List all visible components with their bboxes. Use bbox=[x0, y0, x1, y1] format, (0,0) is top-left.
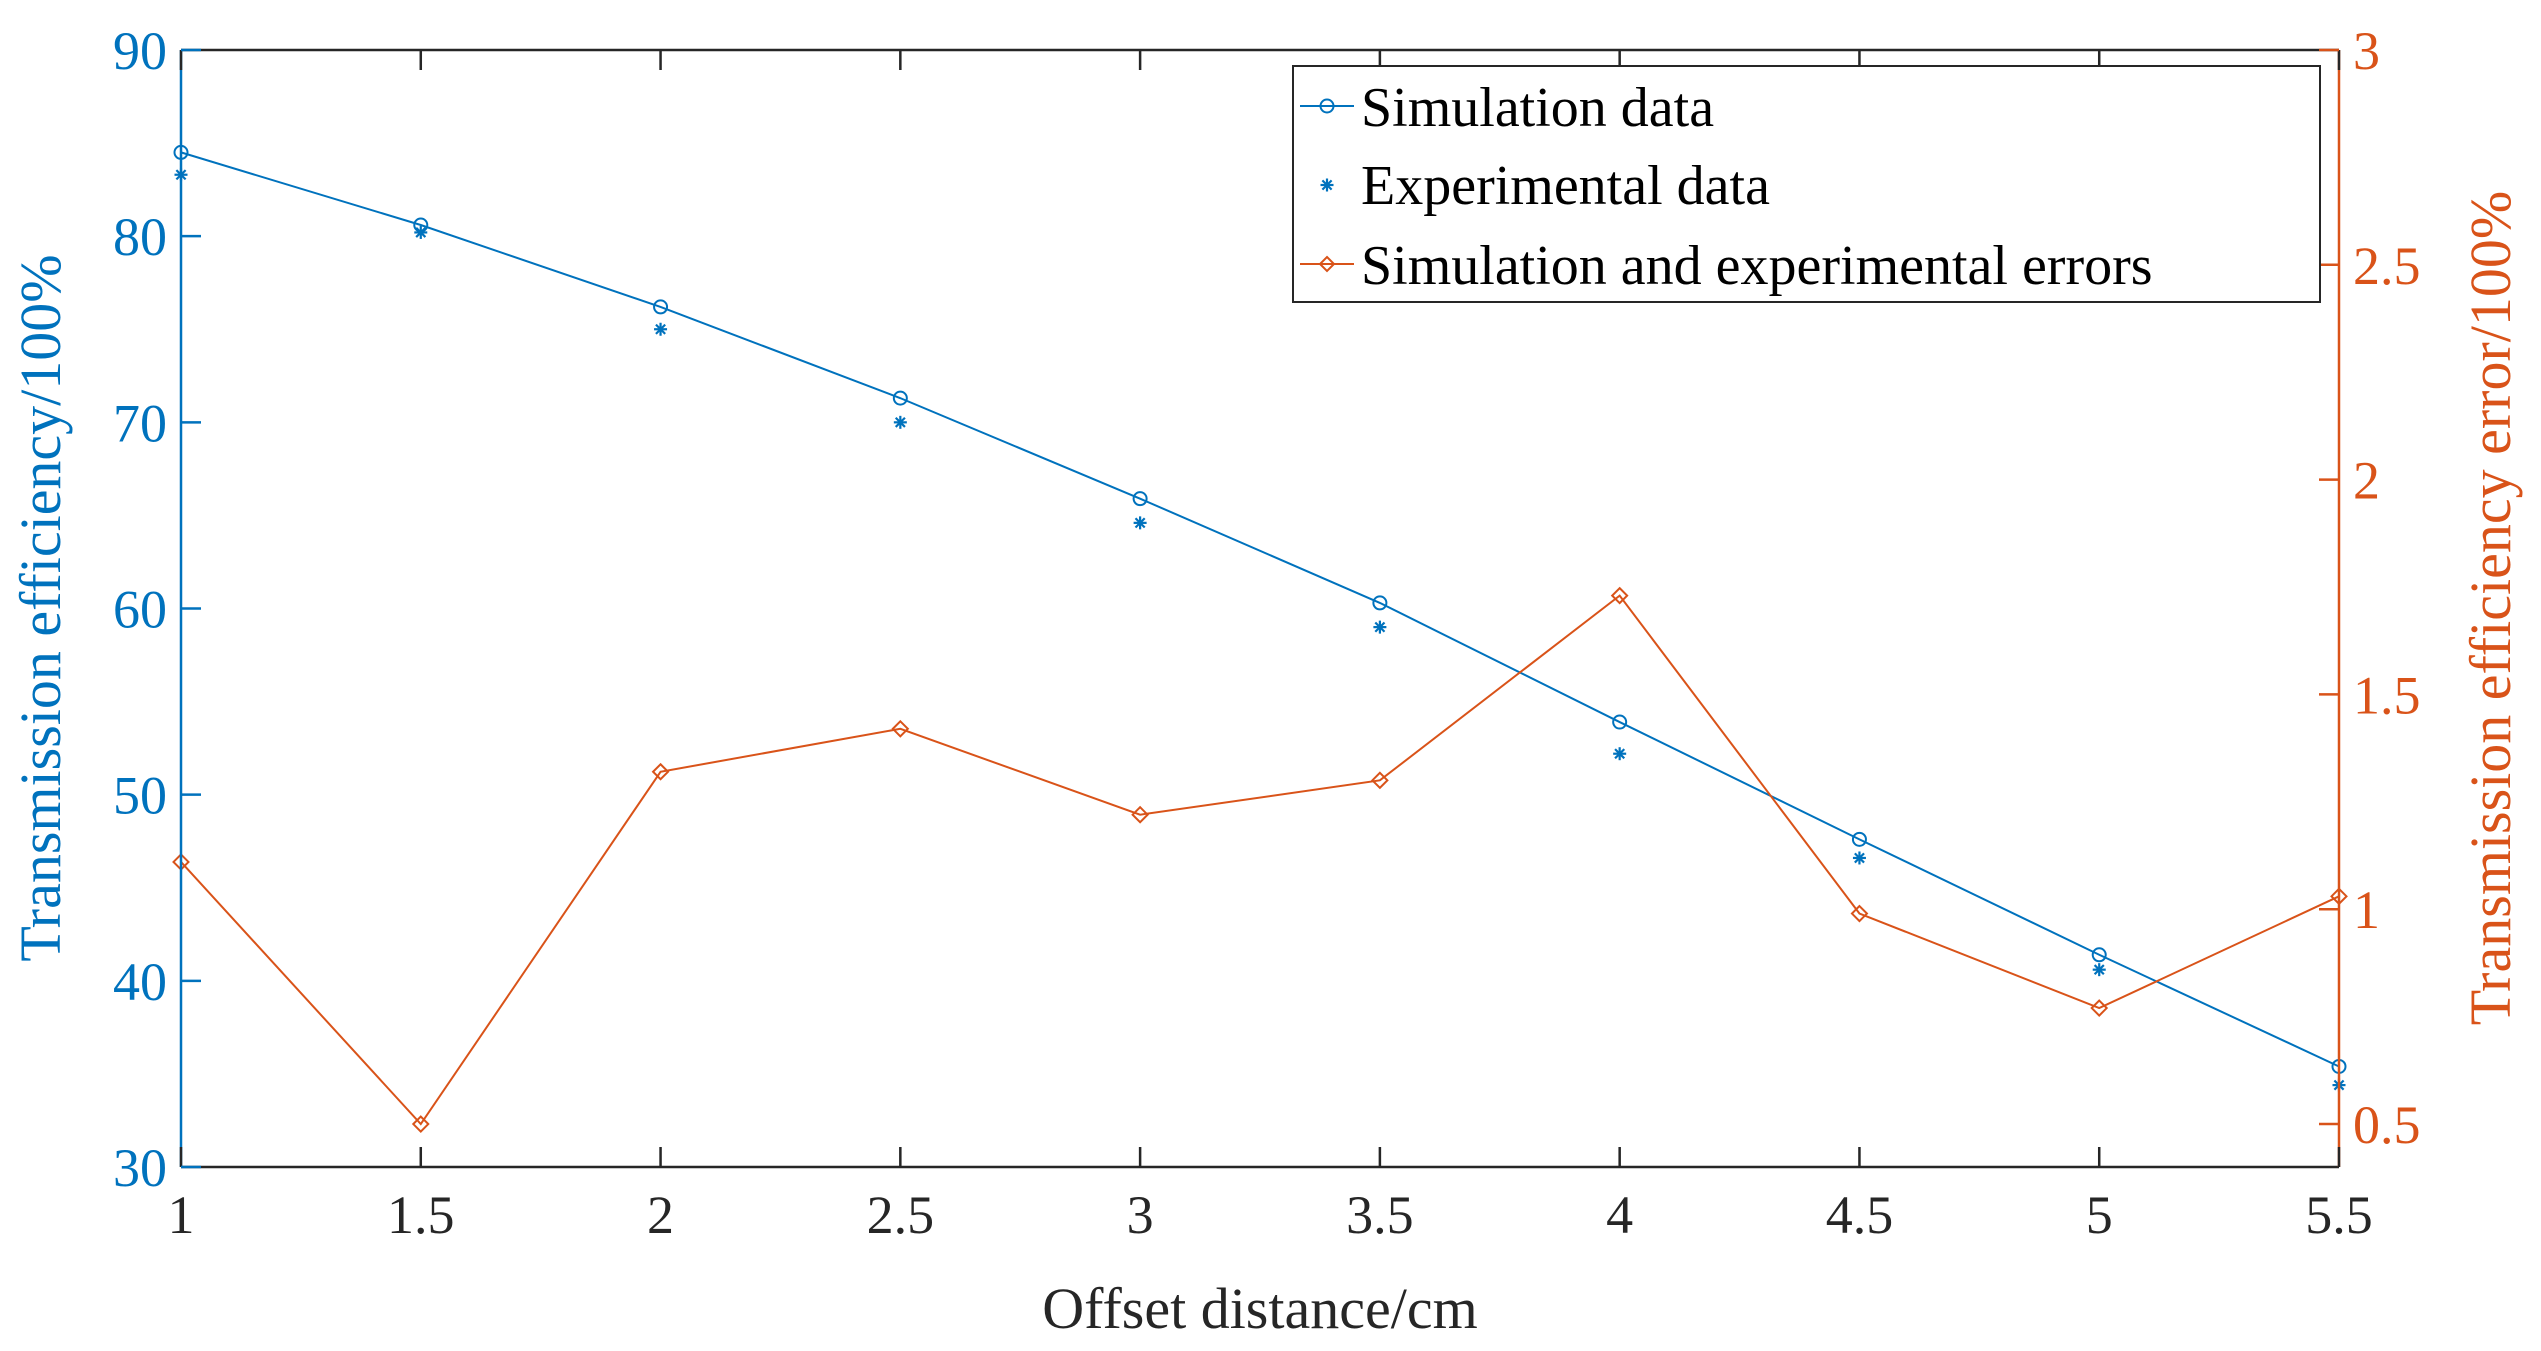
y-left-tick-label: 70 bbox=[113, 393, 167, 453]
data-point-error bbox=[1610, 586, 1629, 605]
legend-marker-star-icon bbox=[1320, 178, 1334, 192]
left-y-axis-label: Transmission efficiency/100% bbox=[8, 254, 73, 961]
data-point-experimental bbox=[1613, 747, 1627, 761]
data-point-experimental bbox=[893, 415, 907, 429]
series-markers bbox=[172, 144, 2348, 1133]
y-left-tick-label: 90 bbox=[113, 21, 167, 81]
data-point-simulation bbox=[1612, 714, 1628, 730]
x-tick-label: 2.5 bbox=[867, 1185, 935, 1245]
right-y-axis-label: Transmission efficiency error/100% bbox=[2458, 191, 2523, 1025]
x-ticks: 1 1.5 2 2.5 3 3.5 4 4.5 5 5.5 bbox=[168, 50, 2373, 1245]
x-tick-label: 3 bbox=[1127, 1185, 1154, 1245]
data-point-experimental bbox=[654, 322, 668, 336]
data-point-experimental bbox=[2092, 963, 2106, 977]
data-point-experimental bbox=[1852, 851, 1866, 865]
y-left-tick-label: 50 bbox=[113, 766, 167, 826]
y-right-tick-label: 1 bbox=[2353, 880, 2380, 940]
x-tick-label: 2 bbox=[647, 1185, 674, 1245]
y-right-tick-label: 0.5 bbox=[2353, 1095, 2421, 1155]
series-line-0 bbox=[180, 151, 2340, 1068]
y-right-tick-label: 2 bbox=[2353, 451, 2380, 511]
legend-entry-simulation: Simulation data bbox=[1300, 77, 1714, 139]
x-tick-label: 1.5 bbox=[387, 1185, 455, 1245]
data-point-error bbox=[891, 719, 910, 738]
data-point-simulation bbox=[653, 299, 669, 315]
x-tick-label: 3.5 bbox=[1346, 1185, 1414, 1245]
data-point-simulation bbox=[1851, 831, 1867, 847]
series-line-2 bbox=[180, 594, 2340, 1126]
y-left-tick-label: 40 bbox=[113, 952, 167, 1012]
y-left-tick-label: 30 bbox=[113, 1138, 167, 1198]
legend-entry-experimental: Experimental data bbox=[1320, 155, 1770, 217]
x-tick-label: 4.5 bbox=[1826, 1185, 1894, 1245]
data-point-simulation bbox=[1132, 491, 1148, 507]
x-tick-label: 5.5 bbox=[2305, 1185, 2373, 1245]
legend-label-simulation: Simulation data bbox=[1361, 77, 1714, 139]
y-right-tick-label: 3 bbox=[2353, 21, 2380, 81]
legend-box bbox=[1292, 65, 2321, 303]
data-point-experimental bbox=[1373, 620, 1387, 634]
data-point-simulation bbox=[1372, 595, 1388, 611]
data-point-error bbox=[1850, 904, 1869, 923]
y-right-ticks: 0.5 1 1.5 2 2.5 3 bbox=[2319, 21, 2421, 1155]
x-tick-label: 5 bbox=[2086, 1185, 2113, 1245]
data-point-experimental bbox=[1133, 516, 1147, 530]
legend-entry-errors: Simulation and experimental errors bbox=[1300, 235, 2153, 297]
legend-star-shape bbox=[1320, 178, 1334, 192]
y-left-ticks: 30 40 50 60 70 80 90 bbox=[113, 21, 201, 1198]
data-point-error bbox=[2090, 999, 2109, 1017]
legend: Simulation data Experimental data Simula… bbox=[1292, 65, 2321, 303]
data-point-error bbox=[1131, 805, 1150, 824]
legend-marker-diamond-icon bbox=[1318, 255, 1336, 273]
x-axis-label: Offset distance/cm bbox=[1042, 1276, 1477, 1341]
data-point-error bbox=[411, 1115, 430, 1133]
y-right-tick-label: 2.5 bbox=[2353, 236, 2421, 296]
x-tick-label: 4 bbox=[1606, 1185, 1633, 1245]
series-lines bbox=[180, 151, 2340, 1126]
data-point-experimental bbox=[414, 225, 428, 239]
y-left-tick-label: 60 bbox=[113, 580, 167, 640]
legend-marker-circle-icon bbox=[1319, 98, 1335, 114]
data-point-error bbox=[1370, 771, 1389, 790]
data-point-simulation bbox=[892, 390, 908, 406]
y-right-tick-label: 1.5 bbox=[2353, 665, 2421, 725]
x-tick-label: 1 bbox=[168, 1185, 195, 1245]
legend-label-experimental: Experimental data bbox=[1361, 155, 1770, 217]
data-point-simulation bbox=[2091, 947, 2107, 963]
y-left-tick-label: 80 bbox=[113, 207, 167, 267]
legend-label-errors: Simulation and experimental errors bbox=[1361, 235, 2153, 297]
data-point-error bbox=[651, 762, 670, 781]
